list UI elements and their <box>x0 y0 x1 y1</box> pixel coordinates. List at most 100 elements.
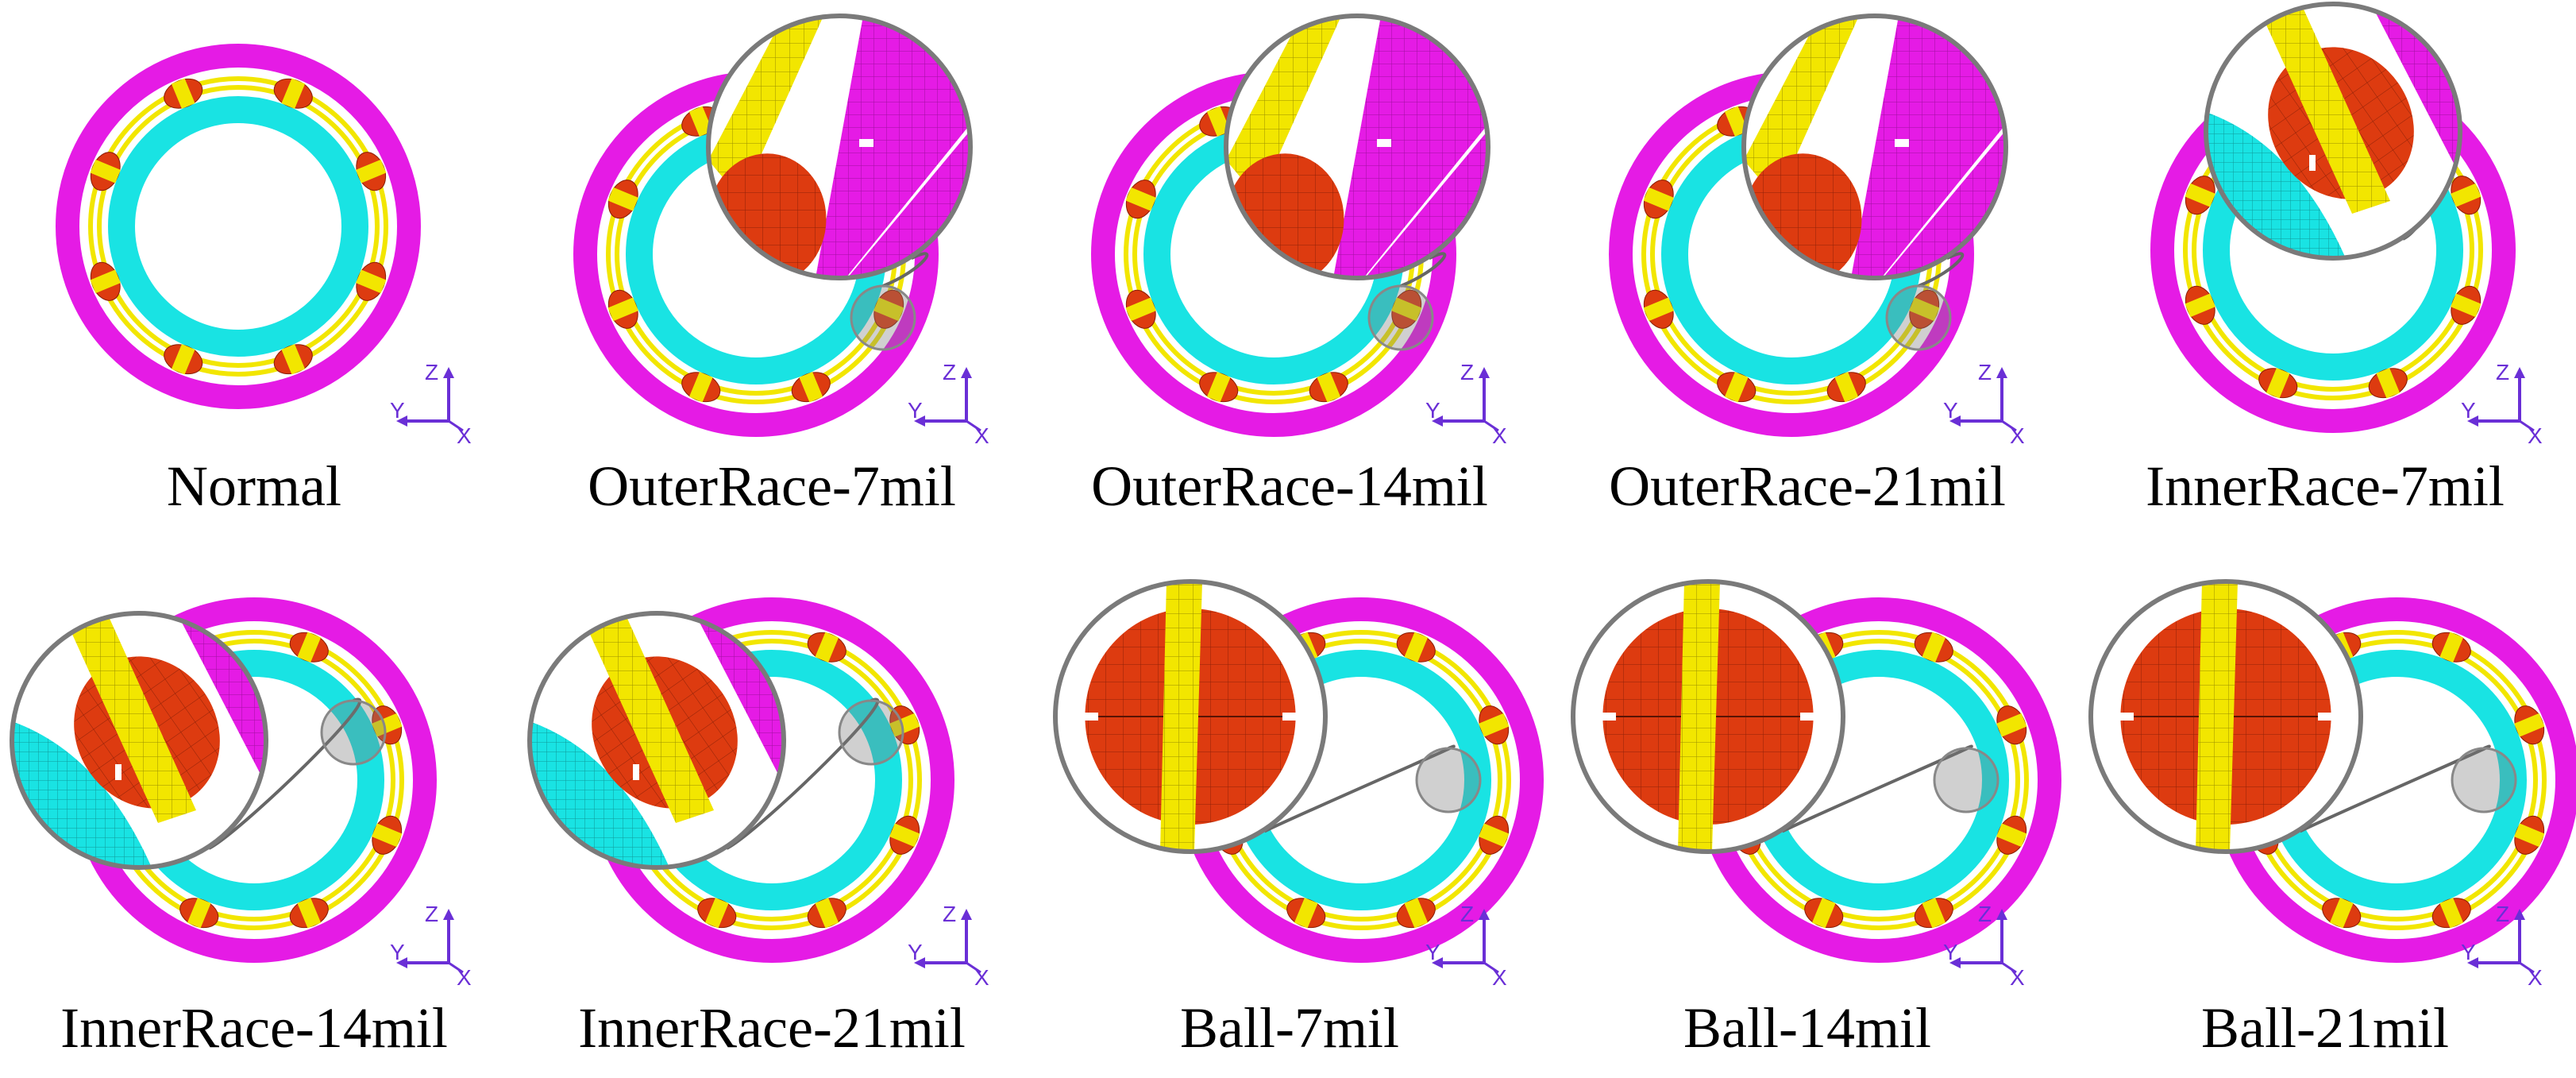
outer-race-band <box>1851 16 2006 278</box>
bearing-panel: Z Y X OuterRace-7mil <box>518 0 1026 518</box>
bearing-illustration: ZY X <box>1609 14 2025 448</box>
fault-notch <box>1600 713 1616 721</box>
leader-arrow <box>1918 252 1965 288</box>
fault-notch <box>1800 713 1816 721</box>
bearing-group: ZY X <box>2088 579 2576 990</box>
bearing-illustration: ZY X <box>1091 14 1507 448</box>
rolling-ball <box>289 898 329 929</box>
rolling-ball <box>2431 632 2471 663</box>
bearing-group: ZY X <box>56 44 472 448</box>
axis-x-label: X <box>1492 965 1507 990</box>
coordinate-triad: ZY X <box>908 902 989 990</box>
zoom-frame <box>1741 14 2008 280</box>
rolling-ball <box>1391 289 1422 329</box>
rolling-ball <box>1909 289 1940 329</box>
highlight-circle <box>1415 747 1482 813</box>
axis-z-label: Z <box>1978 360 1992 384</box>
axis-y-label: Y <box>2461 398 2476 423</box>
fault-notch <box>2318 713 2334 721</box>
axis-x-label: X <box>1492 423 1507 448</box>
zoom-frame <box>10 611 268 870</box>
fault-notch <box>859 139 873 147</box>
zoom-frame <box>2204 2 2462 261</box>
panel-caption: Ball-21mil <box>2201 996 2449 1060</box>
coordinate-triad: ZY X <box>1943 360 2025 448</box>
rolling-ball <box>2258 368 2298 399</box>
cage-mesh <box>2196 582 2238 852</box>
fault-notch <box>2309 155 2316 171</box>
axis-z-label: Z <box>943 360 956 384</box>
inner-race <box>108 96 368 357</box>
cage-mesh <box>1678 582 1720 852</box>
rolling-ball <box>1996 705 2027 745</box>
bearing-illustration: ZY X <box>2150 2 2543 448</box>
bearing-illustration: ZY X <box>2088 579 2576 990</box>
axis-x-label: X <box>974 965 989 990</box>
ball-mesh <box>1744 153 1862 278</box>
cage-mesh <box>2257 4 2390 214</box>
fault-notch <box>633 764 639 780</box>
coordinate-triad: ZY X <box>908 360 989 448</box>
rolling-ball <box>607 180 638 219</box>
rolling-ball <box>807 898 846 929</box>
bearing-illustration: ZY X <box>527 597 989 990</box>
fault-notch <box>1377 139 1391 147</box>
rolling-ball <box>2514 815 2545 855</box>
leader-arrow <box>208 697 362 850</box>
bearing-illustration: ZY X <box>1571 579 2061 990</box>
axis-y-label: Y <box>908 940 923 964</box>
zoom-frame <box>1224 14 1490 280</box>
coordinate-triad: ZY X <box>1943 902 2025 990</box>
axis-x-label: X <box>457 423 472 448</box>
rolling-ball <box>372 815 403 855</box>
rolling-ball <box>1914 632 1953 663</box>
zoom-frame <box>706 14 973 280</box>
axis-z-label: Z <box>1460 902 1474 926</box>
fault-notch <box>1282 713 1298 721</box>
panel-caption: OuterRace-7mil <box>588 454 956 518</box>
rolling-ball <box>1717 372 1757 403</box>
axis-z-label: Z <box>425 360 438 384</box>
rolling-ball <box>2451 176 2482 215</box>
coordinate-triad: ZY X <box>1425 902 1507 990</box>
rolling-ball <box>1125 289 1156 329</box>
bearing-panel: Z Y X OuterRace-21mil <box>1553 0 2061 518</box>
outer-race <box>56 44 421 409</box>
leader-arrow <box>1263 744 1456 833</box>
rolling-ball <box>2368 368 2408 399</box>
rolling-ball <box>681 372 721 403</box>
rolling-ball <box>90 152 121 191</box>
rolling-ball <box>807 632 846 663</box>
coordinate-triad: ZY X <box>2461 360 2543 448</box>
panel-caption: OuterRace-21mil <box>1609 454 2006 518</box>
rolling-ball <box>1125 180 1156 219</box>
bearing-panel: Z Y X Normal <box>0 0 508 518</box>
bearing-panel: Z Y X Ball-21mil <box>2071 542 2576 1060</box>
axis-z-label: Z <box>2496 360 2509 384</box>
bearing-illustration: ZY X <box>56 44 472 448</box>
axis-x-label: X <box>2528 423 2543 448</box>
highlight-circle <box>2451 747 2517 813</box>
panel-caption: Ball-7mil <box>1180 996 1399 1060</box>
panel-caption: Ball-14mil <box>1683 996 1931 1060</box>
axis-y-label: Y <box>390 398 405 423</box>
rolling-ball <box>1199 372 1239 403</box>
cage-mesh <box>1744 16 1859 199</box>
leader-arrow <box>2299 744 2491 833</box>
coordinate-triad: ZY X <box>1425 360 1507 448</box>
leader-arrow <box>726 697 880 850</box>
rolling-ball <box>2431 898 2471 929</box>
rolling-ball <box>273 78 313 109</box>
rolling-ball <box>179 898 219 929</box>
panel-caption: InnerRace-7mil <box>2146 454 2505 518</box>
axis-y-label: Y <box>1425 398 1440 423</box>
rolling-ball <box>2322 898 2362 929</box>
highlight-circle <box>1885 284 1952 351</box>
cage-mesh <box>1226 16 1341 199</box>
leader-arrow <box>1400 252 1447 288</box>
rolling-ball <box>889 815 920 855</box>
coordinate-triad: ZY X <box>390 360 472 448</box>
rolling-ball <box>1286 898 1326 929</box>
axis-x-label: X <box>2010 423 2025 448</box>
zoom-callout <box>1573 582 1843 852</box>
